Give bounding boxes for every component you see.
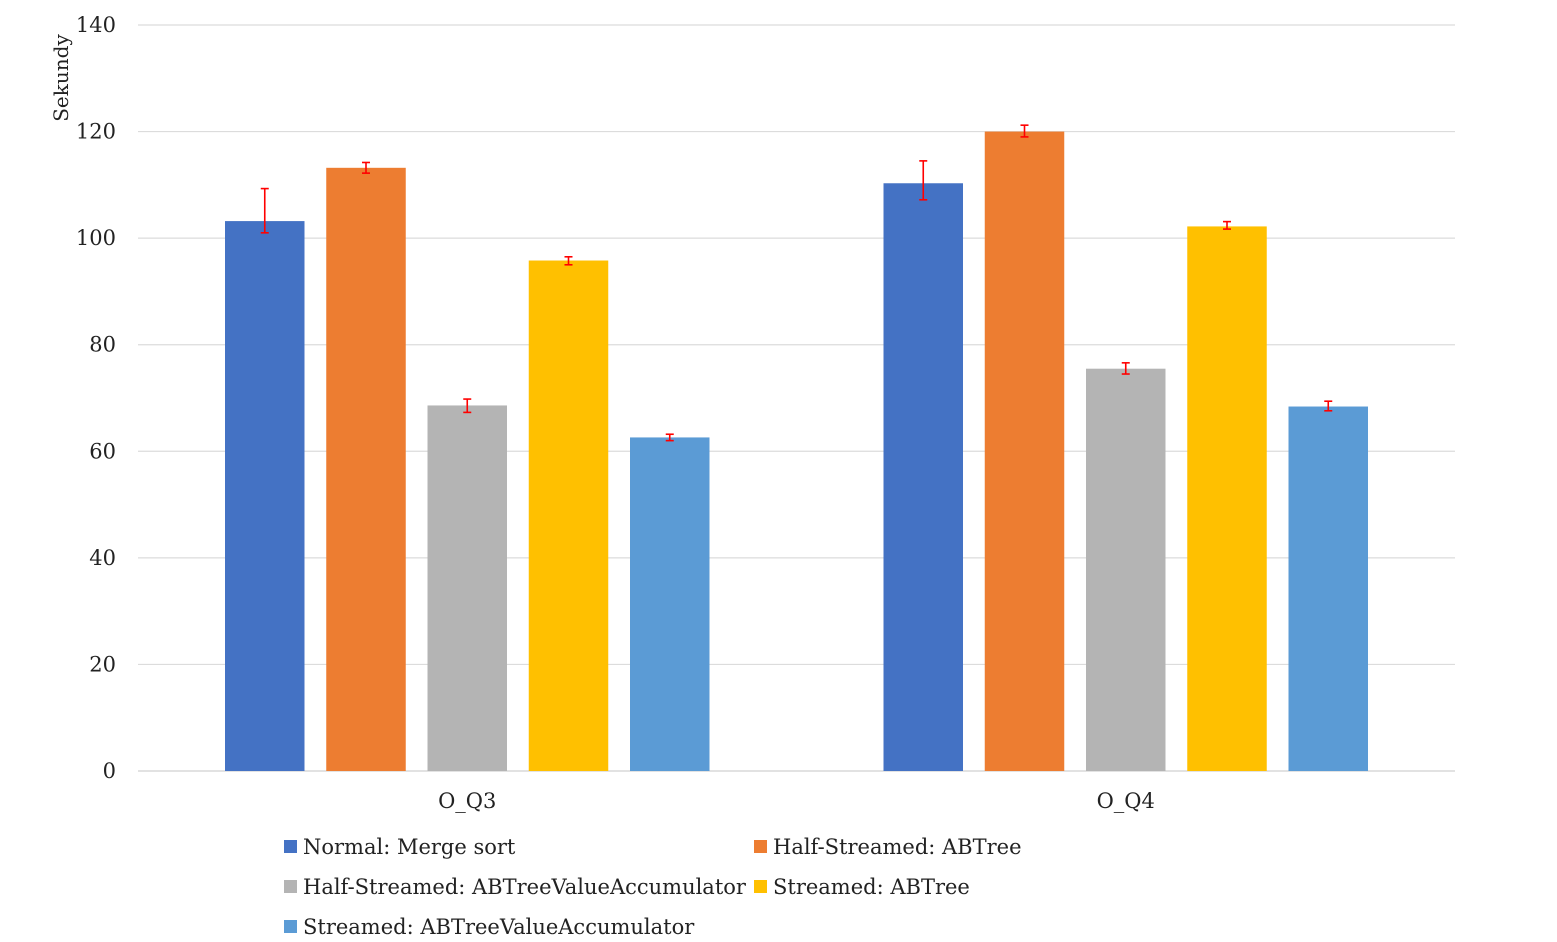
bar <box>1086 368 1166 771</box>
error-bar <box>260 187 269 234</box>
legend-label: Streamed: ABTreeValueAccumulator <box>303 915 695 939</box>
legend-item: Streamed: ABTreeValueAccumulator <box>284 915 695 939</box>
legend-item: Normal: Merge sort <box>284 835 516 859</box>
bar <box>1288 406 1368 771</box>
y-axis-title: Sekundy <box>49 34 73 122</box>
y-tick-label: 140 <box>76 13 116 37</box>
legend-swatch <box>754 880 767 893</box>
bar <box>984 131 1065 772</box>
legend-label: Half-Streamed: ABTree <box>773 835 1022 859</box>
legend-swatch <box>284 840 297 853</box>
bar <box>630 437 710 771</box>
y-tick-label: 20 <box>89 652 116 676</box>
error-bar <box>665 433 674 442</box>
legend-item: Half-Streamed: ABTree <box>754 835 1022 859</box>
y-tick-label: 0 <box>103 759 116 783</box>
bar <box>225 221 305 771</box>
error-bar <box>1324 400 1333 412</box>
error-bars <box>260 124 1333 442</box>
y-tick-label: 80 <box>89 333 116 357</box>
bar <box>326 167 406 771</box>
error-bar <box>362 161 370 174</box>
y-tick-label: 100 <box>76 226 116 250</box>
x-axis-categories: O_Q3 O_Q4 <box>438 789 1155 813</box>
error-bar <box>1223 220 1231 230</box>
legend-label: Half-Streamed: ABTreeValueAccumulator <box>303 875 747 899</box>
bar <box>1187 226 1267 772</box>
y-axis-ticks: 0 20 40 60 80 100 120 140 <box>76 13 116 783</box>
y-tick-label: 60 <box>89 439 116 463</box>
legend: Normal: Merge sort Half-Streamed: ABTree H… <box>284 835 1022 939</box>
error-bar <box>564 255 573 266</box>
error-bar <box>1020 124 1029 138</box>
x-category-label: O_Q4 <box>1097 789 1155 813</box>
bar <box>883 183 963 772</box>
error-bar <box>463 398 472 414</box>
legend-item: Streamed: ABTree <box>754 875 970 899</box>
legend-item: Half-Streamed: ABTreeValueAccumulator <box>284 875 747 899</box>
bars <box>225 131 1368 772</box>
error-bar <box>1121 362 1130 375</box>
legend-swatch <box>284 880 297 893</box>
error-bar <box>919 160 928 201</box>
legend-swatch <box>284 920 297 933</box>
legend-swatch <box>754 840 767 853</box>
y-tick-label: 40 <box>89 546 116 570</box>
bar <box>528 260 609 771</box>
legend-label: Streamed: ABTree <box>773 875 970 899</box>
x-category-label: O_Q3 <box>438 789 496 813</box>
bar <box>427 405 507 771</box>
legend-label: Normal: Merge sort <box>303 835 516 859</box>
y-tick-label: 120 <box>76 120 116 144</box>
